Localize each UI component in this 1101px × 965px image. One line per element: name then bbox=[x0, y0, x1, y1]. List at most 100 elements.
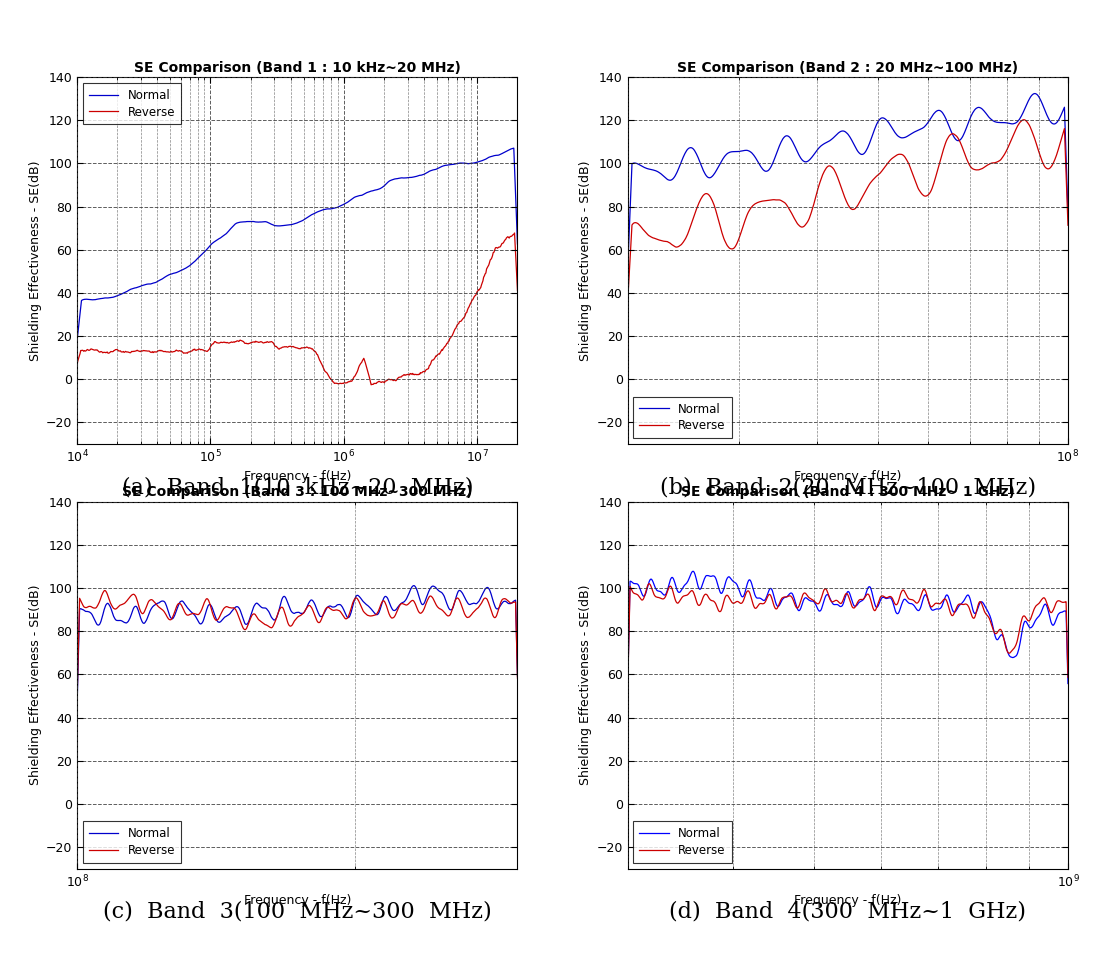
Reverse bbox=[883, 155, 896, 167]
Reverse bbox=[403, 370, 416, 381]
Line: Reverse: Reverse bbox=[628, 120, 1068, 304]
Legend: Normal, Reverse: Normal, Reverse bbox=[633, 821, 732, 863]
Text: (b)  Band  2(20  MHz~100  MHz): (b) Band 2(20 MHz~100 MHz) bbox=[659, 477, 1036, 498]
Normal bbox=[729, 577, 742, 589]
Y-axis label: Shielding Effectiveness - SE(dB): Shielding Effectiveness - SE(dB) bbox=[29, 160, 42, 361]
Reverse bbox=[1017, 114, 1031, 125]
Reverse bbox=[511, 673, 524, 684]
Normal bbox=[149, 277, 162, 289]
Reverse bbox=[982, 158, 995, 170]
Reverse bbox=[508, 227, 521, 238]
Normal bbox=[982, 111, 995, 123]
Reverse bbox=[729, 596, 742, 608]
Normal bbox=[687, 565, 700, 577]
Normal bbox=[761, 589, 774, 600]
Reverse bbox=[1051, 144, 1065, 155]
Title: SE Comparison (Band 3 : 100 MHz~300 MHz): SE Comparison (Band 3 : 100 MHz~300 MHz) bbox=[122, 485, 472, 499]
Normal bbox=[745, 580, 759, 592]
Line: Normal: Normal bbox=[628, 94, 1068, 272]
Reverse bbox=[1061, 672, 1075, 683]
Normal bbox=[402, 172, 415, 183]
Reverse bbox=[621, 298, 634, 310]
Normal bbox=[209, 614, 222, 625]
Normal bbox=[330, 202, 344, 213]
Reverse bbox=[830, 170, 843, 181]
Normal bbox=[70, 701, 84, 712]
Normal bbox=[511, 671, 524, 682]
Normal bbox=[511, 238, 524, 250]
X-axis label: Frequency - f(Hz): Frequency - f(Hz) bbox=[243, 470, 351, 482]
Reverse bbox=[364, 379, 378, 391]
Normal bbox=[1061, 207, 1075, 219]
Line: Reverse: Reverse bbox=[77, 233, 517, 385]
Normal bbox=[195, 618, 208, 629]
Normal bbox=[364, 185, 378, 197]
Reverse bbox=[330, 377, 344, 389]
Normal bbox=[621, 266, 634, 278]
Line: Normal: Normal bbox=[77, 586, 517, 706]
Line: Reverse: Reverse bbox=[77, 591, 517, 700]
Reverse bbox=[859, 184, 872, 196]
Reverse bbox=[745, 595, 759, 607]
Legend: Normal, Reverse: Normal, Reverse bbox=[633, 397, 732, 438]
Reverse bbox=[468, 605, 481, 617]
Y-axis label: Shielding Effectiveness - SE(dB): Shielding Effectiveness - SE(dB) bbox=[29, 585, 42, 786]
Text: (d)  Band  4(300  MHz~1  GHz): (d) Band 4(300 MHz~1 GHz) bbox=[669, 901, 1026, 923]
Reverse bbox=[1018, 611, 1032, 622]
Reverse bbox=[642, 578, 655, 590]
Normal bbox=[184, 260, 197, 271]
Text: (c)  Band  3(100  MHz~300  MHz): (c) Band 3(100 MHz~300 MHz) bbox=[102, 901, 492, 923]
Title: SE Comparison (Band 2 : 20 MHz~100 MHz): SE Comparison (Band 2 : 20 MHz~100 MHz) bbox=[677, 61, 1018, 74]
Normal bbox=[883, 119, 896, 130]
Normal bbox=[964, 596, 978, 608]
Normal bbox=[1061, 677, 1075, 689]
X-axis label: Frequency - f(Hz): Frequency - f(Hz) bbox=[243, 895, 351, 907]
Reverse bbox=[414, 608, 427, 620]
Reverse bbox=[178, 608, 192, 620]
Normal bbox=[360, 598, 373, 610]
Reverse bbox=[511, 285, 524, 296]
Normal bbox=[1028, 88, 1042, 99]
Line: Normal: Normal bbox=[77, 149, 517, 341]
Reverse bbox=[270, 341, 283, 352]
Reverse bbox=[911, 597, 924, 609]
Normal bbox=[1018, 616, 1032, 627]
Reverse bbox=[360, 609, 373, 620]
Y-axis label: Shielding Effectiveness - SE(dB): Shielding Effectiveness - SE(dB) bbox=[579, 160, 592, 361]
Reverse bbox=[70, 359, 84, 371]
Normal bbox=[178, 598, 192, 610]
Normal bbox=[508, 143, 521, 154]
Reverse bbox=[832, 177, 846, 188]
Legend: Normal, Reverse: Normal, Reverse bbox=[83, 83, 182, 124]
X-axis label: Frequency - f(Hz): Frequency - f(Hz) bbox=[794, 895, 902, 907]
Normal bbox=[621, 687, 634, 699]
Reverse bbox=[621, 688, 634, 700]
Title: SE Comparison (Band 4 : 300 MHz~ 1 GHz): SE Comparison (Band 4 : 300 MHz~ 1 GHz) bbox=[680, 485, 1015, 499]
X-axis label: Frequency - f(Hz): Frequency - f(Hz) bbox=[794, 470, 902, 482]
Normal bbox=[70, 335, 84, 346]
Title: SE Comparison (Band 1 : 10 kHz~20 MHz): SE Comparison (Band 1 : 10 kHz~20 MHz) bbox=[134, 61, 460, 74]
Normal bbox=[911, 604, 924, 616]
Reverse bbox=[210, 615, 224, 626]
Reverse bbox=[184, 346, 197, 358]
Reverse bbox=[761, 592, 774, 603]
Normal bbox=[414, 595, 427, 607]
Reverse bbox=[1061, 219, 1075, 231]
Normal bbox=[830, 128, 843, 140]
Reverse bbox=[195, 603, 208, 615]
Reverse bbox=[964, 608, 978, 620]
Line: Reverse: Reverse bbox=[628, 584, 1068, 694]
Line: Normal: Normal bbox=[628, 571, 1068, 693]
Y-axis label: Shielding Effectiveness - SE(dB): Shielding Effectiveness - SE(dB) bbox=[579, 585, 592, 786]
Reverse bbox=[366, 378, 379, 390]
Legend: Normal, Reverse: Normal, Reverse bbox=[83, 821, 182, 863]
Normal bbox=[1051, 115, 1065, 126]
Normal bbox=[468, 597, 481, 609]
Reverse bbox=[149, 345, 162, 357]
Normal bbox=[270, 220, 283, 232]
Text: (a)  Band  1(10  kHz~20  MHz): (a) Band 1(10 kHz~20 MHz) bbox=[121, 477, 473, 498]
Reverse bbox=[98, 585, 111, 596]
Normal bbox=[859, 146, 872, 157]
Reverse bbox=[70, 694, 84, 705]
Normal bbox=[407, 580, 421, 592]
